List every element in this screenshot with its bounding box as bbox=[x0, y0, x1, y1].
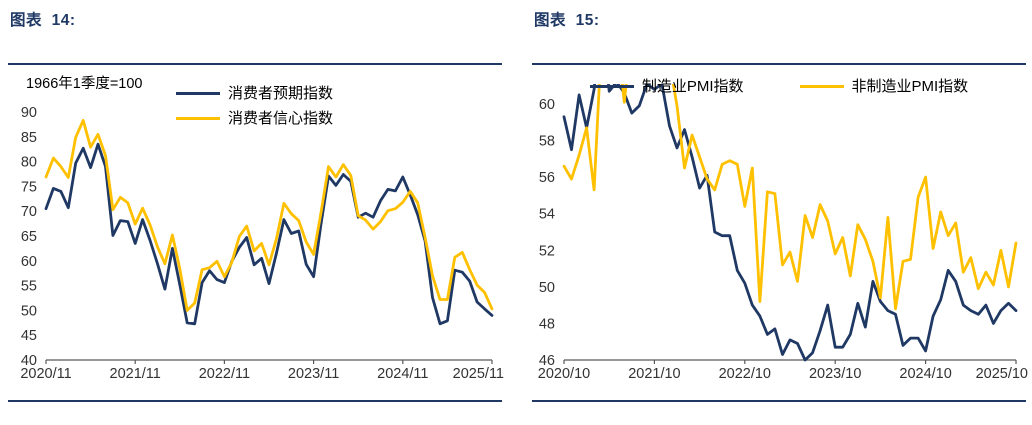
y-tick-label: 65 bbox=[21, 229, 37, 245]
x-tick-label: 2021/10 bbox=[628, 366, 680, 382]
y-tick-label: 56 bbox=[539, 170, 555, 186]
y-tick-label: 85 bbox=[21, 130, 37, 146]
y-tick-label: 75 bbox=[21, 179, 37, 195]
x-tick-label: 2024/10 bbox=[899, 366, 951, 382]
x-tick-label: 2022/11 bbox=[199, 366, 250, 382]
y-tick-label: 54 bbox=[539, 207, 555, 223]
chart-panel-14: 图表 14: 40 45 50 55 60 65 70 75 80 85 90 2020/11 2021… bbox=[8, 6, 504, 406]
y-tick-label: 48 bbox=[539, 316, 555, 332]
x-tick-label: 2023/11 bbox=[288, 366, 339, 382]
y-tick-label: 55 bbox=[21, 279, 37, 295]
x-tick-label: 2022/10 bbox=[719, 366, 771, 382]
series-line bbox=[44, 119, 494, 312]
chart-14-top-rule bbox=[8, 63, 502, 65]
chart-15-area: 46 48 50 52 54 56 58 60 2020/10 2021/10 2022/10 202… bbox=[532, 65, 1028, 400]
y-tick-label: 90 bbox=[21, 105, 37, 121]
chart-15-bottom-rule bbox=[532, 400, 1026, 402]
pmi-line-chart: 46 48 50 52 54 56 58 60 2020/10 2021/10 2022/10 202… bbox=[538, 84, 1028, 382]
x-tick-label: 2020/10 bbox=[538, 366, 590, 382]
series-line bbox=[562, 84, 1018, 311]
chart-panel-15: 图表 15: 46 48 50 52 54 56 58 60 2020/10 2021/10 202… bbox=[532, 6, 1028, 406]
chart-14-bottom-rule bbox=[8, 400, 502, 402]
chart-14-base-note: 1966年1季度=100 bbox=[26, 76, 143, 92]
x-tick-label: 2025/11 bbox=[453, 366, 504, 382]
y-tick-label: 50 bbox=[539, 280, 555, 296]
series-line bbox=[562, 84, 1018, 362]
y-tick-label: 80 bbox=[21, 155, 37, 171]
chart-14-area: 40 45 50 55 60 65 70 75 80 85 90 2020/11 2021/11 2022… bbox=[8, 65, 504, 400]
y-tick-label: 70 bbox=[21, 204, 37, 220]
y-tick-label: 40 bbox=[21, 353, 37, 369]
x-tick-label: 2024/11 bbox=[377, 366, 428, 382]
chart-15-title: 图表 15: bbox=[534, 12, 600, 29]
chart-14-title: 图表 14: bbox=[10, 12, 76, 29]
y-tick-label: 52 bbox=[539, 243, 555, 259]
x-tick-label: 2020/11 bbox=[20, 366, 71, 382]
y-tick-label: 46 bbox=[539, 353, 555, 369]
y-tick-label: 50 bbox=[21, 303, 37, 319]
y-tick-label: 58 bbox=[539, 134, 555, 150]
y-tick-label: 60 bbox=[21, 254, 37, 270]
y-tick-label: 60 bbox=[539, 97, 555, 113]
series-line bbox=[44, 142, 494, 326]
chart-15-top-rule bbox=[532, 63, 1026, 65]
x-tick-label: 2025/10 bbox=[976, 366, 1028, 382]
consumer-index-line-chart: 40 45 50 55 60 65 70 75 80 85 90 2020/11 2021/11 2022… bbox=[20, 105, 504, 382]
x-tick-label: 2023/10 bbox=[809, 366, 861, 382]
y-tick-label: 45 bbox=[21, 328, 37, 344]
x-tick-label: 2021/11 bbox=[110, 366, 161, 382]
